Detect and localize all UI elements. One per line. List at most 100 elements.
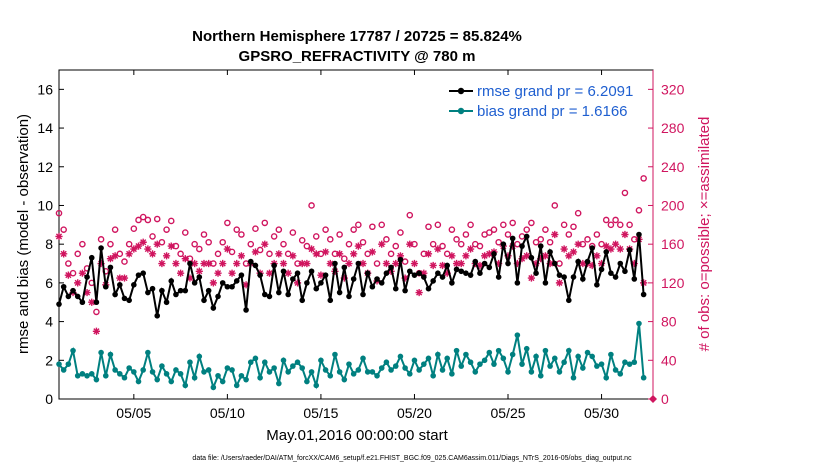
assimilated-obs-point	[504, 252, 512, 260]
assimilated-obs-point	[555, 279, 564, 287]
bias-series-point	[290, 363, 296, 369]
assimilated-obs-point	[551, 230, 559, 239]
bias-series-point	[622, 359, 628, 366]
bias-series-point	[93, 376, 100, 383]
possible-obs-point	[373, 260, 381, 267]
possible-obs-point	[219, 238, 227, 246]
bias-series-point	[472, 369, 479, 375]
rmse-series-point	[435, 270, 441, 277]
bias-series-point	[163, 371, 170, 377]
possible-obs-point	[504, 231, 512, 238]
possible-obs-point	[312, 233, 320, 240]
possible-obs-point	[177, 250, 184, 258]
assimilated-obs-point	[345, 259, 353, 268]
possible-obs-point	[457, 240, 465, 248]
rmse-series-point	[173, 291, 179, 298]
rmse-series-point	[210, 305, 217, 311]
possible-obs-point	[560, 221, 568, 229]
assimilated-obs-point	[162, 252, 171, 260]
assimilated-obs-point	[415, 288, 423, 297]
rmse-series-point	[131, 282, 137, 288]
possible-obs-point	[546, 238, 554, 246]
possible-obs-point	[429, 240, 437, 248]
bias-series-point	[56, 361, 62, 367]
bias-series-point	[196, 353, 203, 360]
possible-obs-point	[153, 215, 161, 223]
rmse-series-point	[397, 256, 404, 263]
y-right-tick-label: 280	[661, 120, 685, 136]
possible-obs-point	[74, 250, 82, 258]
bias-series-point	[318, 357, 324, 364]
possible-obs-point	[107, 240, 114, 248]
assimilated-obs-point	[382, 259, 391, 268]
rmse-series-point	[561, 274, 567, 280]
bias-series-point	[378, 365, 385, 371]
bias-series-point	[383, 359, 390, 366]
rmse-series-point	[252, 262, 259, 269]
possible-obs-point	[401, 258, 409, 265]
bias-series-point	[88, 371, 95, 377]
possible-obs-point	[322, 226, 329, 233]
possible-obs-point	[574, 209, 582, 217]
bias-series-point	[491, 361, 497, 367]
possible-obs-point	[149, 233, 156, 240]
rmse-series-point	[224, 283, 231, 290]
rmse-series-point	[304, 280, 310, 286]
rmse-series-point	[444, 262, 451, 269]
rmse-series-point	[622, 268, 628, 275]
possible-obs-point	[355, 221, 362, 229]
rmse-series-point	[383, 270, 390, 277]
x-tick-label: 05/30	[584, 405, 619, 421]
rmse-series-point	[374, 276, 380, 282]
possible-obs-point	[485, 229, 493, 236]
possible-obs-point	[537, 236, 545, 243]
assimilated-obs-point	[495, 259, 503, 268]
possible-obs-point	[191, 240, 198, 248]
assimilated-obs-point	[97, 259, 105, 268]
rmse-series-point	[594, 282, 600, 288]
possible-obs-point	[261, 219, 269, 227]
possible-obs-point	[602, 216, 610, 224]
possible-obs-point	[490, 226, 498, 233]
assimilated-obs-point	[565, 252, 573, 260]
assimilated-obs-point	[597, 259, 606, 268]
x-tick-label: 05/25	[490, 405, 525, 421]
possible-obs-point	[462, 231, 470, 238]
possible-obs-point	[298, 237, 306, 244]
assimilated-obs-point	[481, 252, 489, 260]
y-right-tick-label: 0	[661, 391, 669, 407]
bias-series-point	[177, 371, 184, 377]
possible-obs-point	[289, 229, 297, 236]
possible-obs-point	[369, 223, 376, 231]
bias-series-point	[135, 378, 142, 385]
assimilated-obs-point	[148, 250, 157, 258]
bias-series-point	[495, 347, 502, 354]
assimilated-obs-point	[293, 279, 302, 287]
assimilated-obs-point	[191, 259, 199, 268]
assimilated-obs-point	[368, 248, 376, 256]
assimilated-obs-point	[410, 259, 419, 268]
bias-series-point	[102, 372, 109, 379]
assimilated-obs-point	[228, 269, 236, 277]
bias-series-point	[243, 376, 249, 383]
rmse-series-point	[551, 260, 558, 267]
bias-series-point	[341, 376, 348, 383]
assimilated-obs-point	[527, 274, 535, 282]
y-left-tick-label: 8	[45, 236, 53, 252]
rmse-series-point	[392, 285, 399, 292]
bias-series-point	[229, 367, 235, 373]
rmse-series-point	[430, 278, 436, 284]
rmse-series-point	[159, 287, 165, 294]
possible-obs-point	[308, 202, 315, 209]
rmse-series-point	[219, 280, 226, 286]
rmse-series-point	[98, 245, 104, 251]
possible-obs-point	[111, 226, 119, 233]
rmse-series-point	[243, 307, 249, 313]
possible-obs-point	[280, 240, 287, 248]
bias-series-point	[322, 367, 329, 373]
bias-series-point	[285, 369, 291, 375]
possible-obs-point	[565, 231, 573, 238]
rmse-series-point	[149, 285, 156, 292]
assimilated-obs-point	[396, 252, 405, 260]
bias-series-point	[453, 347, 460, 354]
